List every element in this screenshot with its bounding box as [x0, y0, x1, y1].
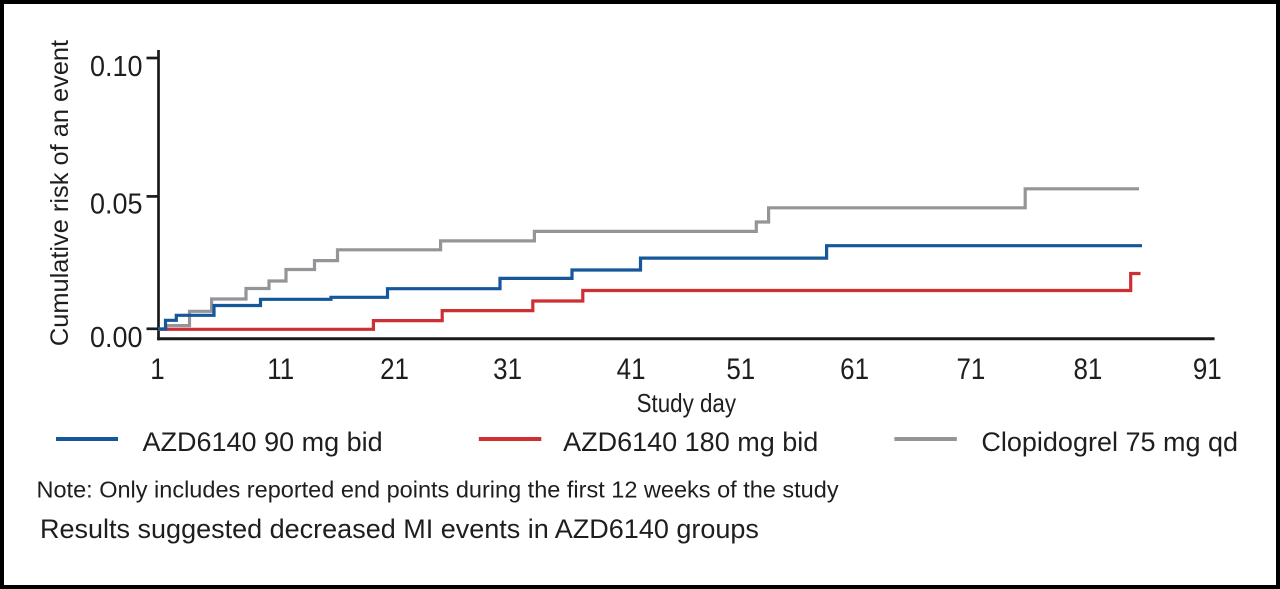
svg-text:21: 21	[380, 352, 409, 385]
svg-text:AZD6140 90 mg bid: AZD6140 90 mg bid	[143, 427, 383, 457]
svg-text:31: 31	[493, 352, 522, 385]
svg-text:11: 11	[267, 352, 294, 385]
svg-text:71: 71	[956, 352, 985, 385]
svg-text:1: 1	[150, 352, 164, 385]
svg-text:AZD6140 180 mg bid: AZD6140 180 mg bid	[563, 427, 818, 457]
svg-text:Study day: Study day	[637, 389, 737, 418]
svg-text:61: 61	[840, 352, 869, 385]
svg-text:Cumulative risk of an event: Cumulative risk of an event	[46, 40, 74, 346]
svg-text:0.10: 0.10	[90, 50, 142, 82]
svg-text:41: 41	[617, 352, 646, 385]
svg-text:Results suggested decreased MI: Results suggested decreased MI events in…	[40, 514, 759, 544]
svg-text:0.05: 0.05	[90, 188, 142, 220]
svg-text:91: 91	[1193, 352, 1222, 385]
svg-text:Clopidogrel 75 mg qd: Clopidogrel 75 mg qd	[981, 427, 1238, 457]
svg-text:51: 51	[726, 352, 755, 385]
svg-text:81: 81	[1073, 352, 1102, 385]
svg-text:0.00: 0.00	[90, 321, 142, 353]
svg-text:Note: Only includes reported e: Note: Only includes reported end points …	[37, 477, 839, 503]
